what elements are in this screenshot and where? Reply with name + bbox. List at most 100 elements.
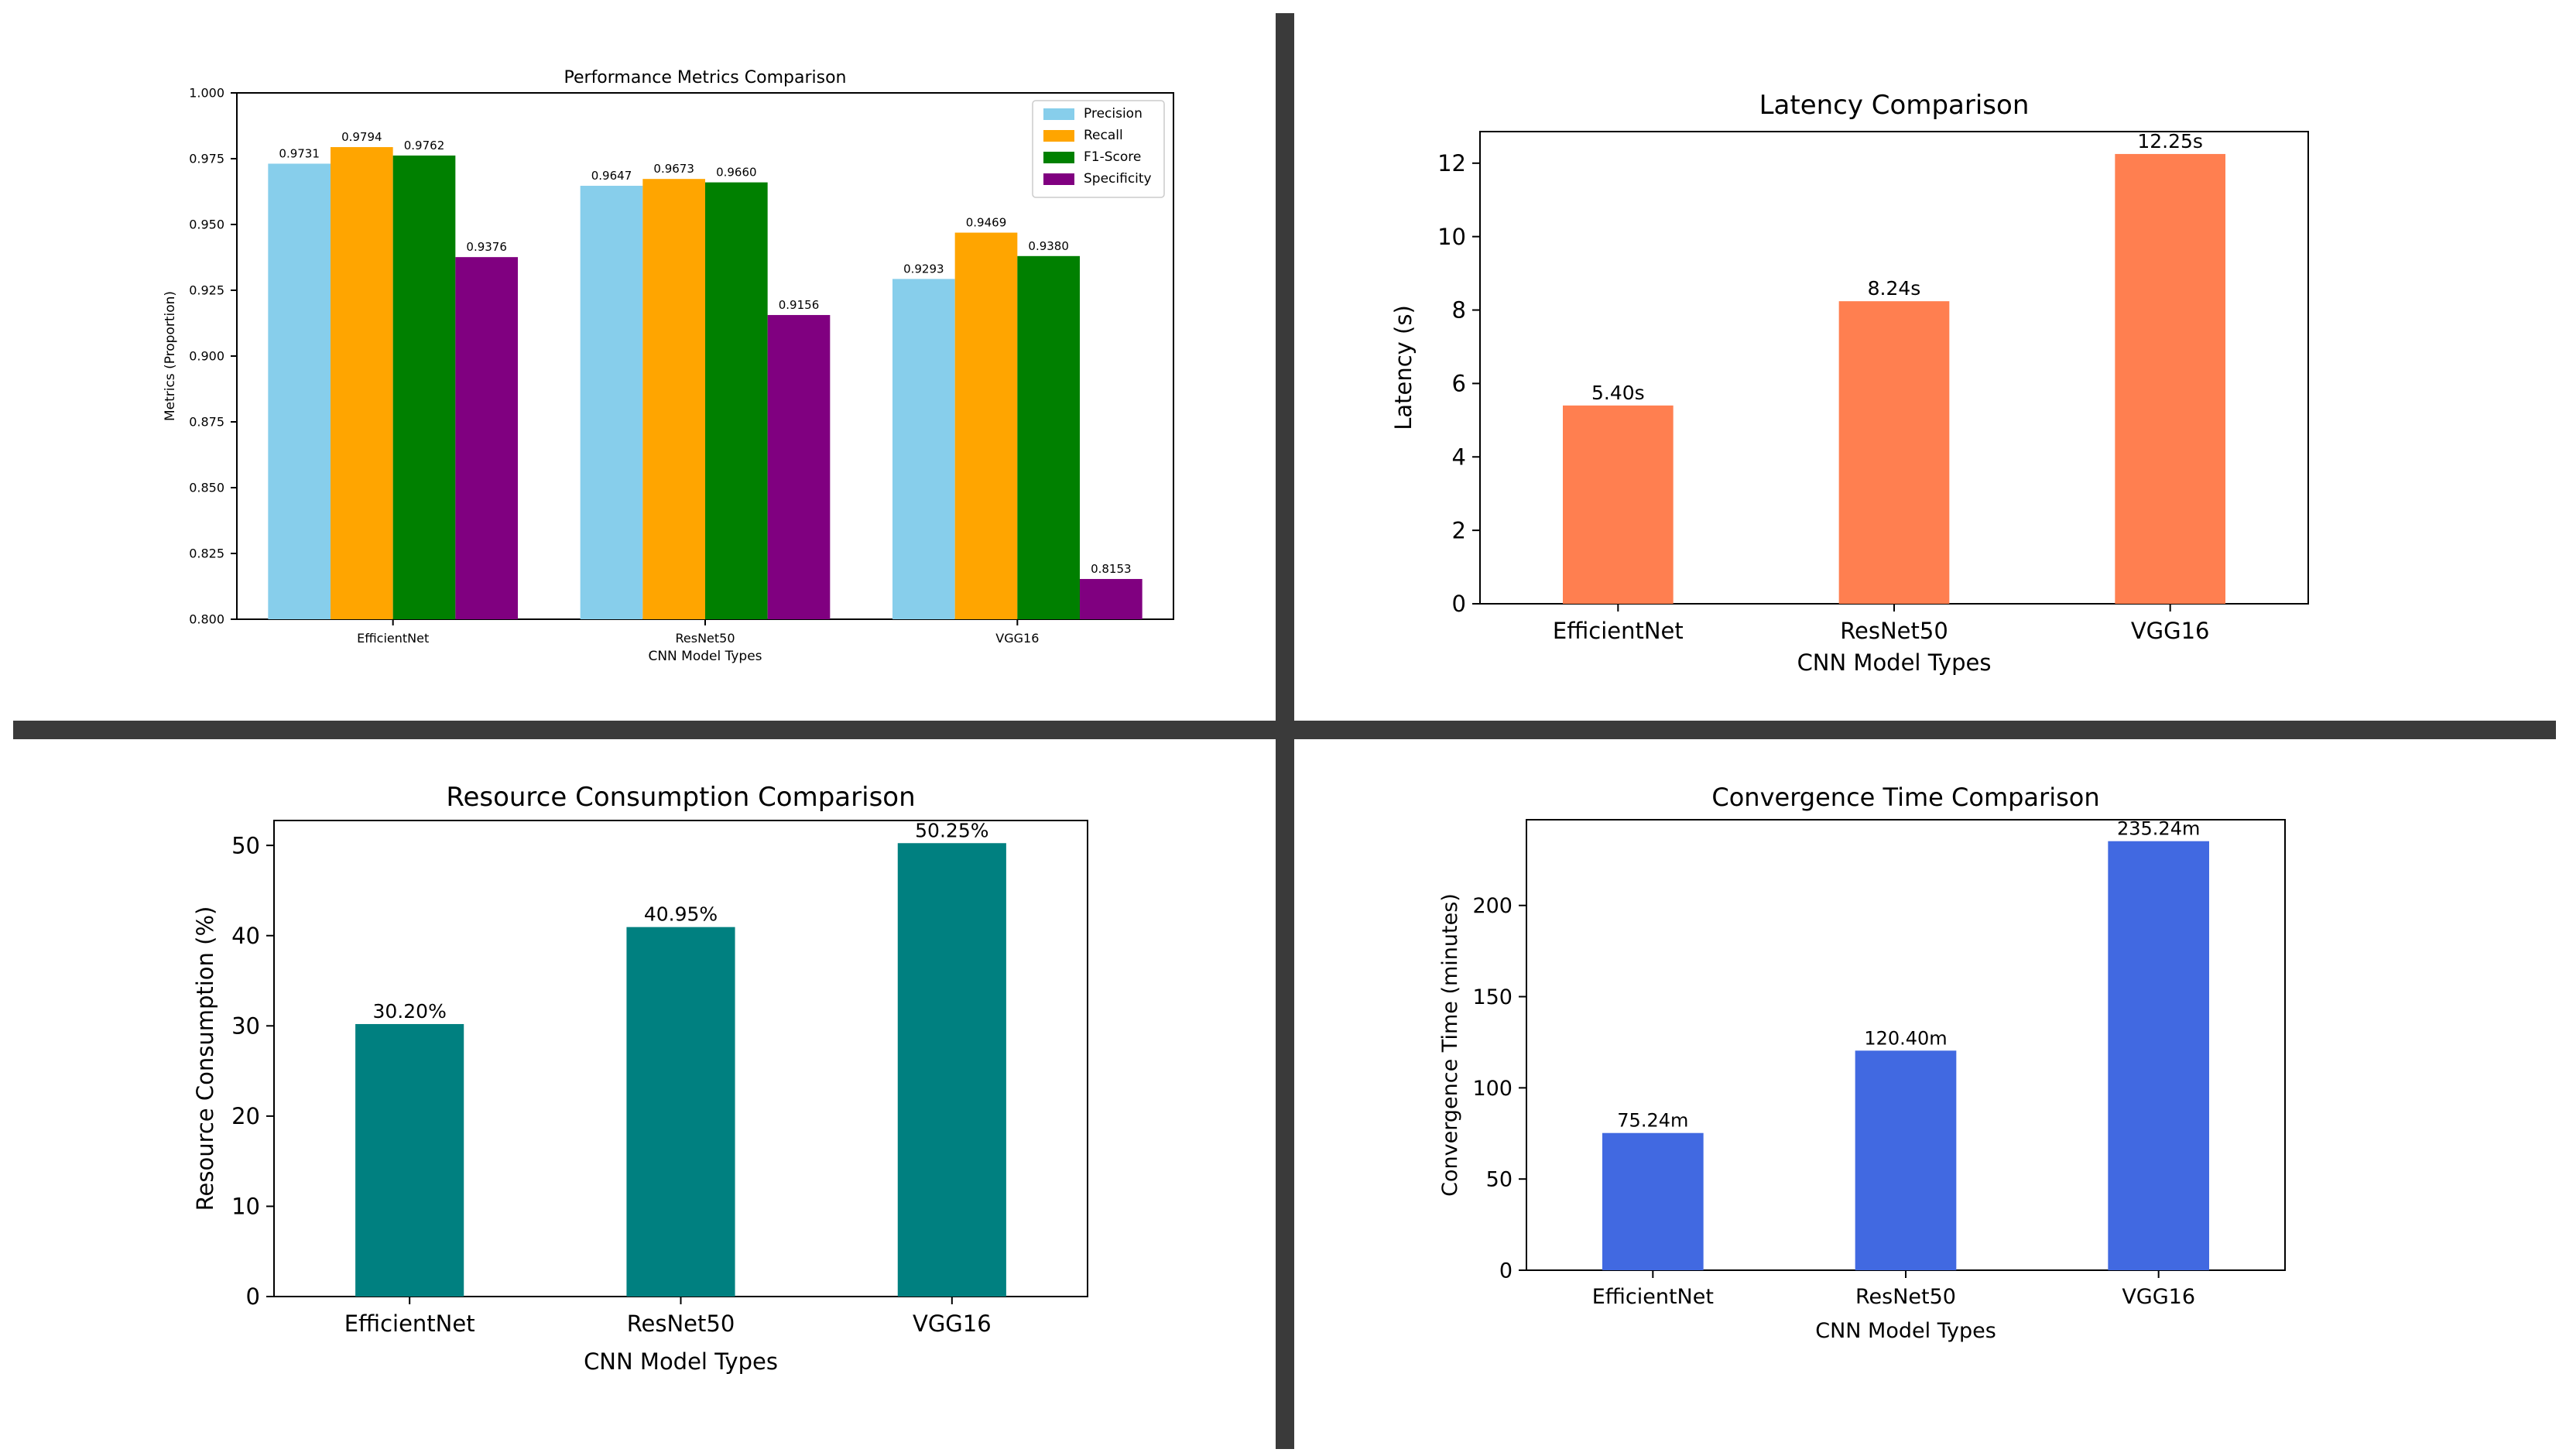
x-tick-label: EfficientNet: [357, 631, 429, 646]
y-tick-label: 0.825: [189, 546, 224, 561]
y-tick-label: 0: [246, 1283, 260, 1310]
bar-resnet50: [1838, 301, 1950, 604]
data-label: 0.9156: [779, 298, 820, 312]
legend-swatch: [1043, 173, 1074, 185]
y-tick-label: 8: [1452, 297, 1466, 324]
data-label: 0.9660: [716, 166, 757, 180]
y-tick-label: 10: [1437, 224, 1466, 250]
data-label: 12.25s: [2137, 130, 2203, 152]
data-label: 0.9469: [966, 216, 1007, 230]
bar-recall-vgg16: [954, 232, 1018, 619]
legend-label: F1-Score: [1084, 149, 1141, 165]
data-label: 0.9647: [591, 169, 632, 183]
convergence-time-svg: Convergence Time Comparison 0 50 100 150 200 E…: [1438, 783, 2286, 1343]
chart-title: Performance Metrics Comparison: [564, 68, 847, 87]
y-axis-label: Metrics (Proportion): [163, 291, 178, 421]
y-axis-label: Latency (s): [1390, 305, 1417, 430]
data-label: 40.95%: [644, 903, 718, 926]
y-tick-label: 40: [231, 923, 260, 949]
x-tick-label: EfficientNet: [344, 1310, 475, 1337]
legend-swatch: [1043, 130, 1074, 142]
bar-efficientnet: [1602, 1132, 1704, 1270]
data-label: 75.24m: [1617, 1110, 1688, 1132]
bar-vgg16: [2115, 153, 2225, 604]
data-label: 0.9673: [653, 162, 694, 176]
data-label: 0.9293: [903, 262, 944, 276]
y-tick-label: 12: [1437, 150, 1466, 176]
chart-title: Resource Consumption Comparison: [446, 782, 915, 813]
bar-efficientnet: [355, 1023, 464, 1297]
x-axis-label: CNN Model Types: [1815, 1319, 1996, 1343]
y-tick-label: 0.850: [189, 481, 224, 495]
y-tick-label: 100: [1472, 1077, 1513, 1101]
chart-resource-consumption: Resource Consumption Comparison 0 10 20 30 40…: [15, 739, 1276, 1449]
data-label: 0.9731: [279, 146, 320, 160]
bar-vgg16: [2108, 841, 2209, 1270]
data-label: 0.9794: [341, 130, 382, 144]
y-tick-label: 4: [1452, 444, 1466, 470]
performance-metrics-svg: Performance Metrics Comparison 0.800 0.825…: [163, 68, 1174, 664]
horizontal-divider: [13, 721, 2556, 739]
bar-precision-efficientnet: [268, 163, 331, 619]
bar-f1-score-efficientnet: [392, 155, 456, 620]
bar-specificity-vgg16: [1080, 578, 1143, 619]
y-tick-label: 6: [1452, 371, 1466, 397]
x-tick-label: EfficientNet: [1553, 618, 1684, 644]
data-label: 50.25%: [915, 819, 988, 841]
chart-convergence-time: Convergence Time Comparison 0 50 100 150 200 E…: [1294, 739, 2556, 1449]
y-tick-label: 0: [1452, 591, 1466, 617]
data-label: 0.9380: [1028, 239, 1069, 253]
y-axis-label: Convergence Time (minutes): [1438, 893, 1462, 1197]
y-axis-label: Resource Consumption (%): [192, 906, 218, 1211]
x-tick-label: ResNet50: [627, 1310, 735, 1337]
bar-resnet50: [1855, 1050, 1957, 1270]
legend-label: Specificity: [1084, 171, 1152, 187]
x-tick-label: EfficientNet: [1592, 1285, 1714, 1309]
y-tick-label: 200: [1472, 894, 1513, 918]
chart-title: Convergence Time Comparison: [1711, 783, 2099, 812]
x-tick-label: ResNet50: [1855, 1285, 1956, 1309]
legend-swatch: [1043, 152, 1074, 163]
data-label: 120.40m: [1864, 1027, 1947, 1049]
bar-precision-resnet50: [580, 186, 643, 619]
bar-f1-score-resnet50: [705, 182, 768, 620]
legend-label: Precision: [1084, 106, 1143, 122]
data-label: 30.20%: [373, 1000, 447, 1023]
bar-efficientnet: [1563, 405, 1674, 604]
x-tick-label: VGG16: [995, 631, 1039, 646]
x-tick-label: ResNet50: [675, 631, 735, 646]
y-tick-label: 0.875: [189, 415, 224, 430]
bar-recall-resnet50: [642, 179, 705, 619]
x-axis-label: CNN Model Types: [1797, 649, 1992, 676]
bar-precision-vgg16: [892, 279, 955, 619]
bar-vgg16: [897, 843, 1006, 1297]
data-label: 8.24s: [1868, 277, 1921, 300]
y-tick-label: 20: [231, 1103, 260, 1129]
chart-title: Latency Comparison: [1759, 90, 2030, 121]
y-tick-label: 0.975: [189, 152, 224, 166]
bar-recall-efficientnet: [331, 147, 393, 620]
y-tick-label: 2: [1452, 517, 1466, 543]
y-tick-label: 30: [231, 1012, 260, 1039]
bar-specificity-resnet50: [767, 314, 831, 619]
data-label: 0.9376: [466, 240, 507, 254]
y-tick-label: 0.800: [189, 612, 224, 627]
data-label: 235.24m: [2117, 818, 2200, 840]
y-tick-label: 1.000: [189, 86, 224, 101]
x-tick-label: VGG16: [2122, 1285, 2195, 1309]
latency-svg: Latency Comparison 0 2 4 6 8 10 12 EfficientNet R…: [1390, 90, 2309, 676]
bar-specificity-efficientnet: [455, 257, 518, 619]
data-label: 0.9762: [404, 139, 445, 152]
legend-box: [1032, 100, 1165, 198]
bar-resnet50: [626, 927, 735, 1297]
y-tick-label: 0.925: [189, 283, 224, 298]
x-tick-label: VGG16: [913, 1310, 992, 1337]
y-tick-label: 50: [231, 832, 260, 858]
resource-consumption-svg: Resource Consumption Comparison 0 10 20 30 40…: [192, 782, 1088, 1375]
y-tick-label: 10: [231, 1194, 260, 1220]
bar-f1-score-vgg16: [1017, 255, 1080, 619]
y-tick-label: 50: [1486, 1168, 1513, 1192]
y-tick-label: 0.900: [189, 349, 224, 364]
x-axis-label: CNN Model Types: [584, 1348, 778, 1375]
